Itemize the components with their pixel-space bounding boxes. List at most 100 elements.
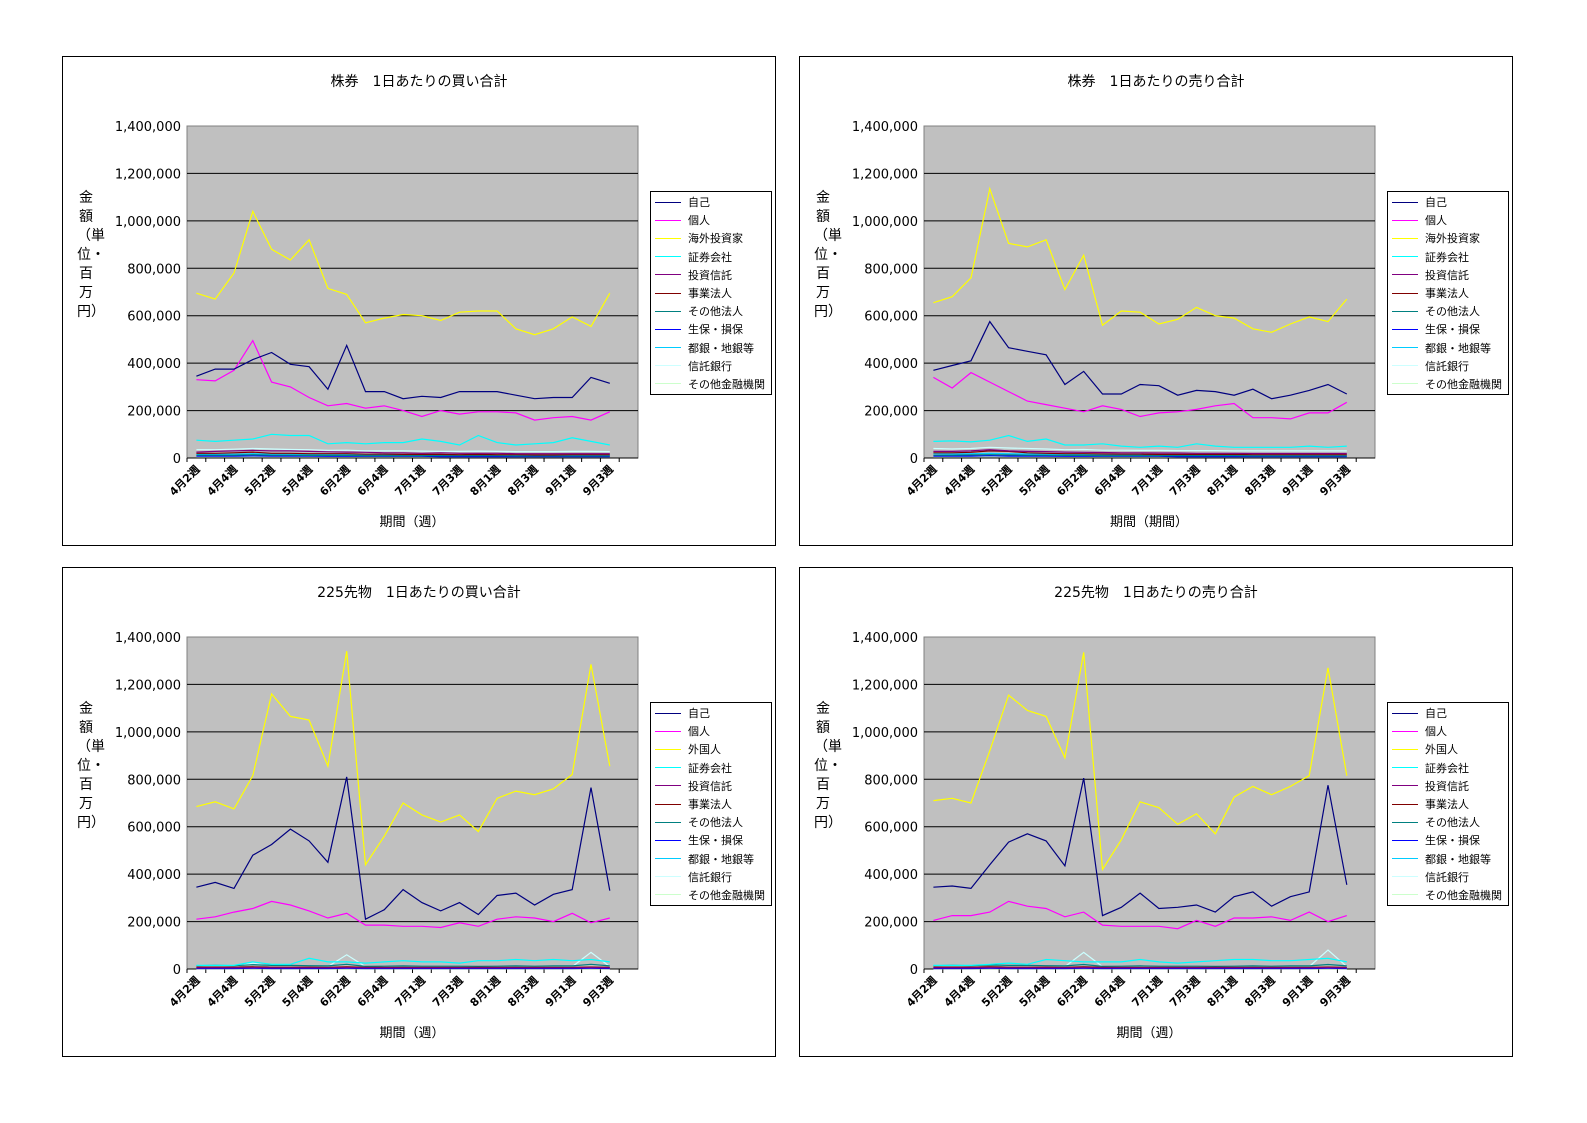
y-tick-label: 600,000: [127, 821, 181, 836]
legend-item: その他金融機関: [1388, 886, 1508, 904]
legend-swatch: [655, 767, 681, 769]
legend-label: 外国人: [1425, 743, 1458, 757]
series-line: [933, 454, 1347, 458]
legend: 自己 個人 海外投資家 証券会社 投資信託 事業法人 その他法人 生保・損保 都銀・地銀等 信託銀…: [1387, 191, 1509, 396]
y-tick-label: 1,000,000: [852, 726, 918, 741]
legend-label: その他金融機関: [1425, 888, 1502, 902]
legend-item: 証券会社: [1388, 248, 1508, 266]
legend-item: 信託銀行: [1388, 868, 1508, 886]
legend-label: その他法人: [1425, 816, 1480, 830]
y-axis-label: 金額（単位・百万円）: [814, 701, 842, 831]
series-line: [933, 957, 1347, 966]
legend-item: その他金融機関: [651, 886, 771, 904]
legend-item: 事業法人: [1388, 284, 1508, 302]
legend-label: その他金融機関: [688, 888, 765, 902]
legend-swatch: [655, 876, 681, 878]
legend-label: 証券会社: [1425, 761, 1469, 775]
legend-swatch: [1392, 785, 1418, 787]
x-tick-label: 6月4週: [1091, 973, 1127, 1009]
x-tick-label: 7月1週: [1129, 973, 1165, 1009]
legend-swatch: [1392, 365, 1418, 367]
series-line: [196, 339, 611, 421]
legend-item: 海外投資家: [1388, 229, 1508, 247]
legend: 自己 個人 海外投資家 証券会社 投資信託 事業法人 その他法人 生保・損保 都銀・地銀等 信託銀…: [650, 191, 772, 396]
series-line: [933, 963, 1347, 968]
legend-item: 個人: [1388, 211, 1508, 229]
x-axis-label: 期間（週）: [379, 515, 445, 530]
series-line: [933, 454, 1347, 457]
legend: 自己 個人 外国人 証券会社 投資信託 事業法人 その他法人 生保・損保 都銀・地銀等 信託銀行そ…: [1387, 702, 1509, 907]
series-line: [196, 455, 610, 458]
legend-swatch: [1392, 803, 1418, 805]
legend-swatch: [655, 328, 681, 330]
x-tick-label: 7月3週: [1166, 973, 1202, 1009]
legend-swatch: [655, 858, 681, 860]
y-axis-label: 金額（単位・百万円）: [814, 190, 842, 320]
legend-swatch: [1392, 876, 1418, 878]
x-tick-label: 9月1週: [542, 462, 578, 498]
legend-item: 個人: [651, 211, 771, 229]
legend-item: その他法人: [1388, 302, 1508, 320]
x-tick-label: 7月1週: [1129, 462, 1165, 498]
x-tick-label: 5月4週: [279, 973, 315, 1009]
plot-area: [186, 636, 639, 970]
legend-item: 個人: [1388, 722, 1508, 740]
y-tick-label: 1,200,000: [852, 167, 918, 182]
chart-title: 株券 1日あたりの売り合計: [1067, 74, 1245, 90]
chart-panel-stock-sell: 1,400,000 1,200,000 1,000,000 800,000 600,00…: [799, 56, 1513, 546]
legend-label: 海外投資家: [1425, 232, 1480, 246]
legend-swatch: [1392, 256, 1418, 258]
legend-item: 証券会社: [651, 759, 771, 777]
y-tick-label: 1,000,000: [115, 726, 181, 741]
x-tick-label: 9月3週: [1317, 973, 1353, 1009]
legend-label: 自己: [688, 707, 710, 721]
legend-label: 事業法人: [688, 798, 732, 812]
legend-item: その他法人: [651, 302, 771, 320]
legend-label: 個人: [688, 725, 710, 739]
legend-item: 信託銀行: [651, 868, 771, 886]
x-tick-label: 8月3週: [1241, 462, 1277, 498]
legend-swatch: [655, 894, 681, 896]
y-tick-label: 1,200,000: [115, 167, 181, 182]
legend-item: 自己: [651, 704, 771, 722]
x-tick-label: 7月3週: [429, 973, 465, 1009]
x-tick-label: 4月2週: [903, 973, 939, 1009]
y-tick-label: 400,000: [864, 868, 918, 883]
legend-item: 個人: [651, 722, 771, 740]
x-tick-label: 4月4週: [941, 462, 977, 498]
y-tick-label: 800,000: [127, 773, 181, 788]
x-tick-label: 8月3週: [504, 973, 540, 1009]
y-axis-label: 金額（単位・百万円）: [77, 701, 105, 831]
legend-swatch: [1392, 712, 1418, 714]
legend-item: 自己: [1388, 193, 1508, 211]
chart-title: 株券 1日あたりの買い合計: [330, 74, 508, 90]
series-line: [196, 209, 611, 336]
legend-item: 自己: [1388, 704, 1508, 722]
x-tick-label: 4月4週: [204, 973, 240, 1009]
legend-label: 外国人: [688, 743, 721, 757]
legend-label: 生保・損保: [688, 834, 743, 848]
x-tick-label: 8月3週: [1241, 973, 1277, 1009]
legend-label: 信託銀行: [688, 870, 732, 884]
series-line: [196, 433, 610, 446]
legend-label: 都銀・地銀等: [1425, 852, 1491, 866]
series-line: [196, 957, 610, 966]
y-tick-label: 0: [173, 963, 181, 978]
legend-swatch: [1392, 858, 1418, 860]
y-tick-label: 0: [173, 452, 181, 467]
x-tick-label: 5月2週: [241, 462, 277, 498]
y-tick-label: 400,000: [127, 868, 181, 883]
x-tick-label: 4月4週: [941, 973, 977, 1009]
series-line: [196, 447, 610, 453]
legend-label: 投資信託: [1425, 779, 1469, 793]
legend-swatch: [1392, 767, 1418, 769]
x-tick-label: 5月2週: [978, 462, 1014, 498]
legend-item: 生保・損保: [1388, 320, 1508, 338]
legend-swatch: [655, 383, 681, 385]
legend-label: 自己: [1425, 707, 1447, 721]
series-line: [196, 343, 610, 400]
legend-swatch: [655, 748, 681, 750]
legend-item: 信託銀行: [1388, 357, 1508, 375]
x-tick-label: 8月1週: [1204, 462, 1240, 498]
series-line: [196, 454, 610, 457]
